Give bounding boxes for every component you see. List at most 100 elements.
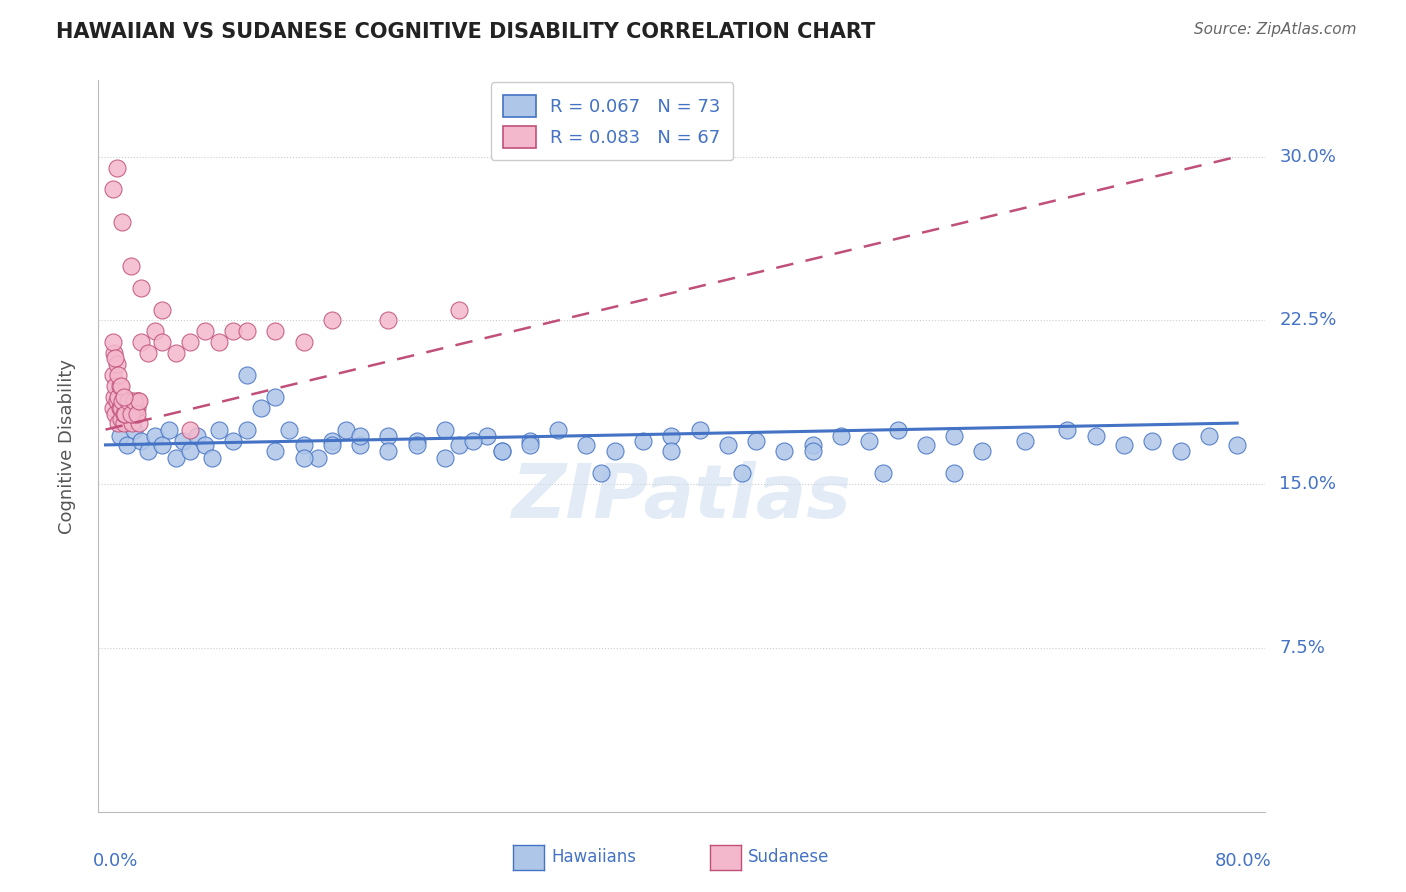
Point	[157, 423, 180, 437]
Point	[121, 416, 143, 430]
Point	[136, 346, 159, 360]
Point	[108, 401, 131, 415]
Point	[105, 394, 128, 409]
Point	[1226, 438, 1249, 452]
Point	[208, 423, 231, 437]
Point	[165, 346, 187, 360]
Point	[179, 335, 201, 350]
Point	[575, 438, 598, 452]
Point	[129, 335, 152, 350]
Point	[193, 324, 215, 338]
Point	[101, 401, 124, 415]
Point	[128, 416, 150, 430]
Point	[110, 379, 132, 393]
Point	[236, 324, 259, 338]
Point	[689, 423, 711, 437]
Point	[659, 444, 682, 458]
Point	[122, 401, 145, 415]
Point	[377, 313, 399, 327]
Point	[801, 438, 824, 452]
Text: ZIPatlas: ZIPatlas	[512, 460, 852, 533]
Point	[110, 401, 132, 415]
Point	[250, 401, 273, 415]
Point	[449, 302, 471, 317]
Point	[589, 467, 612, 481]
Point	[104, 379, 127, 393]
Text: 22.5%: 22.5%	[1279, 311, 1337, 329]
Point	[115, 438, 138, 452]
Point	[801, 444, 824, 458]
Point	[886, 423, 908, 437]
Point	[179, 444, 201, 458]
Point	[463, 434, 485, 448]
Point	[129, 281, 152, 295]
Point	[547, 423, 569, 437]
Point	[172, 434, 194, 448]
Point	[101, 368, 124, 382]
Point	[117, 408, 139, 422]
Point	[264, 444, 287, 458]
Point	[179, 423, 201, 437]
Point	[349, 429, 371, 443]
Point	[292, 450, 315, 465]
Point	[264, 390, 287, 404]
Point	[107, 368, 129, 382]
Point	[103, 346, 125, 360]
Point	[104, 351, 127, 365]
Text: 7.5%: 7.5%	[1279, 639, 1326, 657]
Point	[110, 411, 132, 425]
Point	[731, 467, 754, 481]
Point	[477, 429, 499, 443]
Point	[108, 429, 131, 443]
Point	[120, 259, 142, 273]
Point	[136, 444, 159, 458]
Point	[405, 434, 427, 448]
Legend: R = 0.067   N = 73, R = 0.083   N = 67: R = 0.067 N = 73, R = 0.083 N = 67	[491, 82, 733, 161]
Point	[107, 390, 129, 404]
Point	[292, 438, 315, 452]
Point	[321, 434, 343, 448]
Point	[236, 368, 259, 382]
Point	[1198, 429, 1220, 443]
Point	[125, 408, 148, 422]
Point	[659, 429, 682, 443]
Point	[943, 467, 966, 481]
Point	[150, 302, 173, 317]
Point	[115, 394, 138, 409]
Point	[491, 444, 513, 458]
Point	[165, 450, 187, 465]
Point	[519, 438, 541, 452]
Point	[519, 434, 541, 448]
Point	[943, 429, 966, 443]
Point	[405, 438, 427, 452]
Point	[321, 313, 343, 327]
Point	[105, 161, 128, 175]
Text: 15.0%: 15.0%	[1279, 475, 1336, 493]
Point	[118, 401, 141, 415]
Point	[186, 429, 208, 443]
Point	[129, 434, 152, 448]
Point	[1084, 429, 1107, 443]
Point	[449, 438, 471, 452]
Point	[101, 182, 124, 196]
Point	[112, 408, 135, 422]
Point	[105, 357, 128, 371]
Point	[122, 394, 145, 409]
Point	[127, 394, 149, 409]
Point	[222, 324, 245, 338]
Point	[773, 444, 796, 458]
Point	[108, 379, 131, 393]
Point	[114, 401, 136, 415]
Point	[307, 450, 329, 465]
Text: HAWAIIAN VS SUDANESE COGNITIVE DISABILITY CORRELATION CHART: HAWAIIAN VS SUDANESE COGNITIVE DISABILIT…	[56, 22, 876, 42]
Point	[1142, 434, 1164, 448]
Point	[433, 423, 456, 437]
Point	[830, 429, 852, 443]
Point	[745, 434, 768, 448]
Point	[120, 394, 142, 409]
Point	[124, 408, 146, 422]
Point	[335, 423, 357, 437]
Text: 0.0%: 0.0%	[93, 852, 138, 870]
Point	[120, 408, 142, 422]
Point	[125, 401, 148, 415]
